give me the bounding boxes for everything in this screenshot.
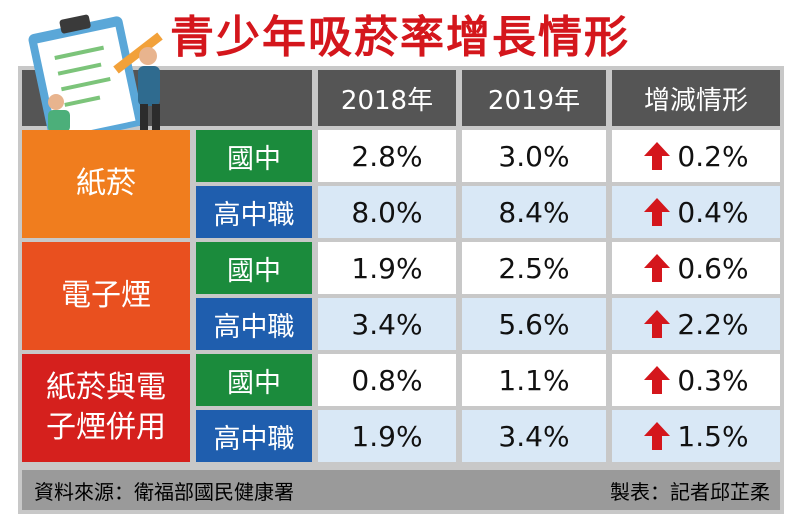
up-arrow [644,422,671,450]
change-value: 0.4% [677,195,749,229]
source: 資料來源：衛福部國民健康署 [34,479,294,504]
level-label: 國中 [196,242,312,294]
person2-body [48,110,70,132]
change-cell: 0.4% [612,186,780,238]
change-cell: 0.2% [612,130,780,182]
level-label: 高中職 [196,186,312,238]
value-cell: 1.1% [462,354,606,406]
value-cell: 5.6% [462,298,606,350]
value-cell: 1.9% [318,242,456,294]
person-head [139,47,157,65]
change-value: 1.5% [677,419,749,453]
column-header: 2018年 [318,70,456,126]
change-cell: 0.3% [612,354,780,406]
value-cell: 3.4% [462,410,606,462]
change-cell: 2.2% [612,298,780,350]
column-header: 增減情形 [612,70,780,126]
change-cell: 1.5% [612,410,780,462]
clip [59,14,91,34]
up-arrow [644,310,671,338]
group-label: 紙菸 [22,130,190,238]
change-cell: 0.6% [612,242,780,294]
up-arrow [644,254,671,282]
change-value: 0.3% [677,363,749,397]
value-cell: 3.0% [462,130,606,182]
change-value: 2.2% [677,307,749,341]
value-cell: 8.0% [318,186,456,238]
person-body [138,66,160,106]
up-arrow [644,366,671,394]
maker: 製表：記者邱芷柔 [610,479,770,504]
level-label: 高中職 [196,410,312,462]
level-label: 高中職 [196,298,312,350]
illustration [28,14,163,141]
pencil [113,32,163,74]
value-cell: 2.5% [462,242,606,294]
up-arrow [644,142,671,170]
value-cell: 3.4% [318,298,456,350]
change-value: 0.2% [677,139,749,173]
change-value: 0.6% [677,251,749,285]
up-arrow [644,198,671,226]
value-cell: 8.4% [462,186,606,238]
level-label: 國中 [196,354,312,406]
person2-head [48,94,64,110]
value-cell: 2.8% [318,130,456,182]
value-cell: 1.9% [318,410,456,462]
column-header: 2019年 [462,70,606,126]
group-label: 紙菸與電子煙併用 [22,354,190,462]
level-label: 國中 [196,130,312,182]
value-cell: 0.8% [318,354,456,406]
title: 青少年吸菸率增長情形 [170,12,630,63]
group-label: 電子煙 [22,242,190,350]
footer-band [22,470,780,510]
